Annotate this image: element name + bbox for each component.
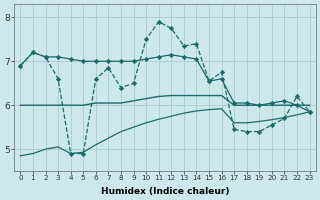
X-axis label: Humidex (Indice chaleur): Humidex (Indice chaleur) (101, 187, 229, 196)
